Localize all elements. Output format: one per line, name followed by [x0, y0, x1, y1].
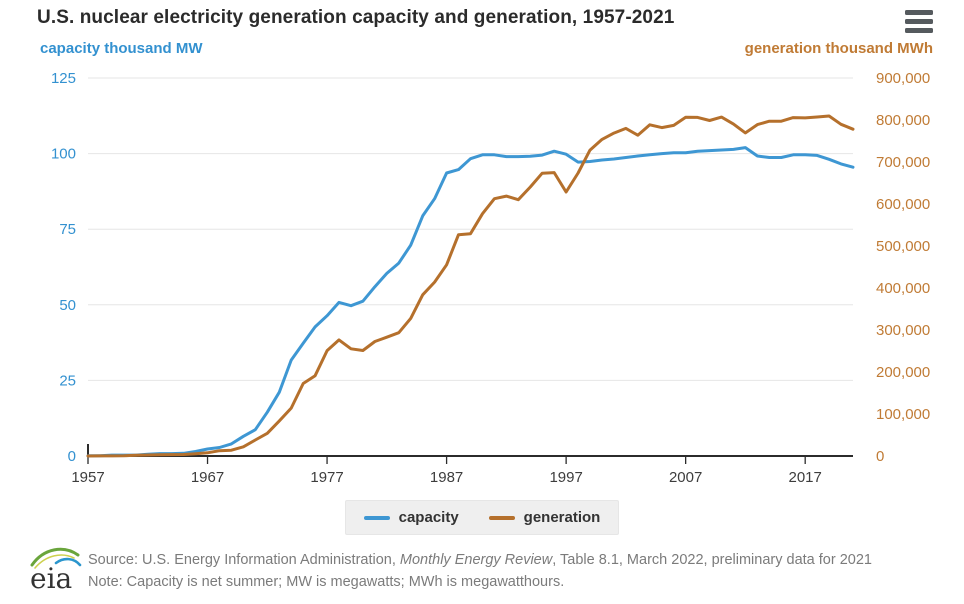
y-axis-left-tick-label: 125 — [51, 70, 76, 87]
eia-logo-blue-swoosh — [54, 557, 82, 567]
eia-logo: eia — [30, 547, 82, 595]
right-axis-title: generation thousand MWh — [744, 40, 933, 57]
y-axis-left-tick-label: 50 — [59, 297, 76, 314]
legend-item-generation[interactable]: generation — [488, 509, 601, 526]
legend-item-capacity[interactable]: capacity — [363, 509, 459, 526]
y-axis-right-tick-label: 600,000 — [876, 196, 930, 213]
hamburger-bar — [905, 28, 933, 33]
footer-note-line: Note: Capacity is net summer; MW is mega… — [88, 573, 565, 590]
x-axis-tick-label: 1967 — [191, 469, 224, 486]
capacity-line — [86, 146, 855, 458]
y-axis-right-tick-label: 900,000 — [876, 70, 930, 87]
y-axis-right-tick-label: 300,000 — [876, 322, 930, 339]
x-axis-tick-label: 1987 — [430, 469, 463, 486]
footer-text: Source: U.S. Energy Information Administ… — [88, 550, 958, 593]
generation-line — [86, 114, 855, 458]
legend-label-capacity: capacity — [398, 509, 459, 526]
eia-logo-green-swoosh — [30, 547, 80, 567]
eia-logo-text: eia — [30, 562, 72, 595]
y-axis-right-tick-label: 100,000 — [876, 406, 930, 423]
chart-plot-area: 0 25 50 75 100 125 0 100,000 200,000 300,000 400,0… — [51, 70, 930, 486]
y-axis-right-tick-label: 400,000 — [876, 280, 930, 297]
hamburger-bar — [905, 10, 933, 15]
chart-legend: capacity generation — [0, 500, 964, 535]
y-axis-right-tick-label: 500,000 — [876, 238, 930, 255]
left-axis-title: capacity thousand MW — [40, 40, 203, 57]
legend-box: capacity generation — [344, 500, 620, 535]
y-axis-right-tick-label: 800,000 — [876, 112, 930, 129]
page-title: U.S. nuclear electricity generation capa… — [37, 7, 675, 28]
y-axis-left-tick-label: 100 — [51, 146, 76, 163]
y-axis-right-tick-label: 200,000 — [876, 364, 930, 381]
y-axis-left-tick-label: 75 — [59, 221, 76, 238]
generation-line-swatch — [488, 515, 515, 520]
footer-source-line: Source: U.S. Energy Information Administ… — [88, 552, 872, 568]
capacity-line-swatch — [363, 515, 390, 520]
legend-label-generation: generation — [523, 509, 601, 526]
x-axis-tick-label: 1977 — [310, 469, 343, 486]
x-axis-tick-label: 1957 — [71, 469, 104, 486]
x-axis-tick-label: 2017 — [789, 469, 822, 486]
eia-logo-yellow-swoosh — [34, 554, 75, 569]
y-axis-left-tick-label: 25 — [59, 372, 76, 389]
hamburger-menu-icon[interactable] — [905, 10, 933, 37]
y-axis-left-tick-label: 0 — [68, 448, 76, 465]
x-axis-tick-label: 1997 — [549, 469, 582, 486]
y-axis-right-tick-label: 700,000 — [876, 154, 930, 171]
hamburger-bar — [905, 19, 933, 24]
y-axis-right-tick-label: 0 — [876, 448, 884, 465]
x-axis-tick-label: 2007 — [669, 469, 702, 486]
